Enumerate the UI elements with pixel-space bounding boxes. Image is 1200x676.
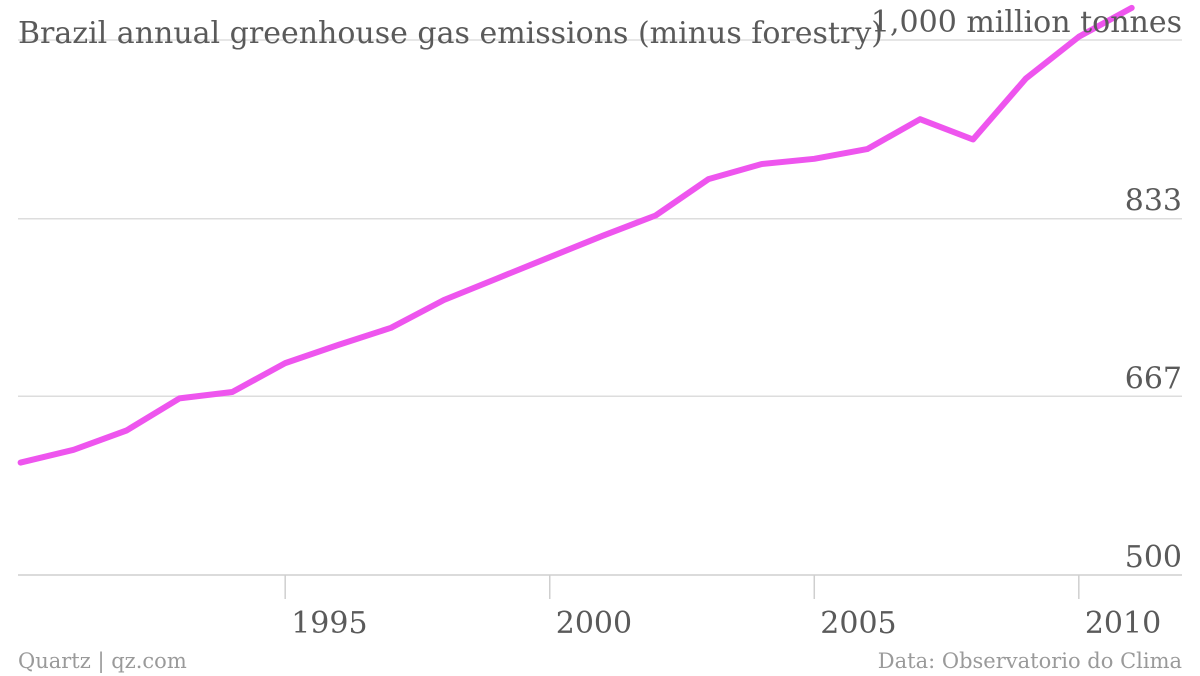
y-axis-labels: 500 667 833 1,000 million tonnes — [871, 5, 1182, 575]
series-layer — [17, 4, 1135, 466]
chart-title: Brazil annual greenhouse gas emissions (… — [18, 16, 883, 51]
series-line-emissions — [17, 4, 1135, 466]
y-tick-label: 1,000 million tonnes — [871, 5, 1182, 40]
y-tick-label: 500 — [1125, 540, 1182, 575]
x-tick-label: 1995 — [291, 606, 367, 641]
source-credit: Quartz | qz.com — [18, 649, 187, 674]
x-tick-label: 2005 — [820, 606, 896, 641]
x-tick-label: 2010 — [1085, 606, 1161, 641]
y-tick-label: 833 — [1125, 184, 1182, 219]
x-tick-label: 2000 — [556, 606, 632, 641]
y-tick-label: 667 — [1125, 361, 1182, 396]
data-source: Data: Observatorio do Clima — [878, 649, 1182, 673]
gridlines — [18, 39, 1182, 576]
x-axis: 1995 2000 2005 2010 — [284, 575, 1161, 641]
